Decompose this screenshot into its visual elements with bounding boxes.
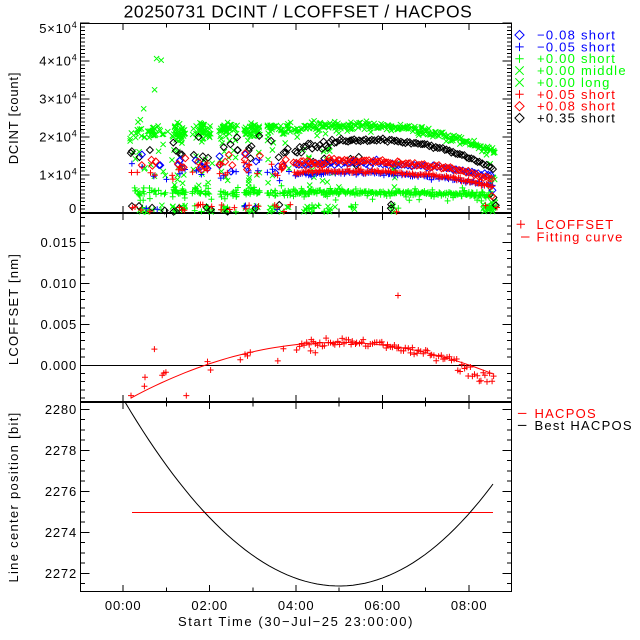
svg-text:2276: 2276 [45,484,77,499]
svg-text:08:00: 08:00 [451,598,488,613]
svg-text:+0.00 short: +0.00 short [537,51,616,66]
svg-text:06:00: 06:00 [364,598,401,613]
svg-text:1×104: 1×104 [39,167,77,183]
svg-text:0.005: 0.005 [40,317,77,332]
svg-text:20250731 DCINT / LCOFFSET / HA: 20250731 DCINT / LCOFFSET / HACPOS [124,2,473,22]
svg-text:Best HACPOS: Best HACPOS [535,418,633,433]
svg-text:Start Time (30−Jul−25 23:00:00: Start Time (30−Jul−25 23:00:00) [178,614,414,629]
svg-text:LCOFFSET: LCOFFSET [537,217,615,232]
svg-text:−0.08 short: −0.08 short [537,28,616,43]
svg-text:Fitting curve: Fitting curve [537,230,624,245]
svg-text:0.010: 0.010 [40,276,77,291]
svg-text:2272: 2272 [45,566,77,581]
svg-text:5×104: 5×104 [39,20,77,36]
svg-text:+0.00 middle: +0.00 middle [537,63,627,78]
svg-text:0.015: 0.015 [40,235,77,250]
svg-text:2280: 2280 [45,402,77,417]
svg-text:+0.35 short: +0.35 short [537,111,616,126]
svg-text:−0.05 short: −0.05 short [537,39,616,54]
svg-text:00:00: 00:00 [105,598,142,613]
svg-text:DCINT [count]: DCINT [count] [6,72,21,165]
svg-text:02:00: 02:00 [191,598,228,613]
svg-text:2274: 2274 [45,525,77,540]
svg-text:3×104: 3×104 [39,91,77,107]
svg-text:0.000: 0.000 [40,358,77,373]
svg-text:4×104: 4×104 [39,53,77,69]
svg-text:0: 0 [69,201,77,216]
svg-text:+0.05 short: +0.05 short [537,87,616,102]
svg-text:+0.08 short: +0.08 short [537,99,616,114]
svg-text:04:00: 04:00 [278,598,315,613]
svg-text:LCOFFSET [nm]: LCOFFSET [nm] [6,253,21,365]
svg-text:Line center position [bit]: Line center position [bit] [6,411,21,582]
svg-text:+0.00 long: +0.00 long [537,75,611,90]
svg-text:HACPOS: HACPOS [535,406,597,421]
svg-text:2×104: 2×104 [39,129,77,145]
svg-text:2278: 2278 [45,443,77,458]
